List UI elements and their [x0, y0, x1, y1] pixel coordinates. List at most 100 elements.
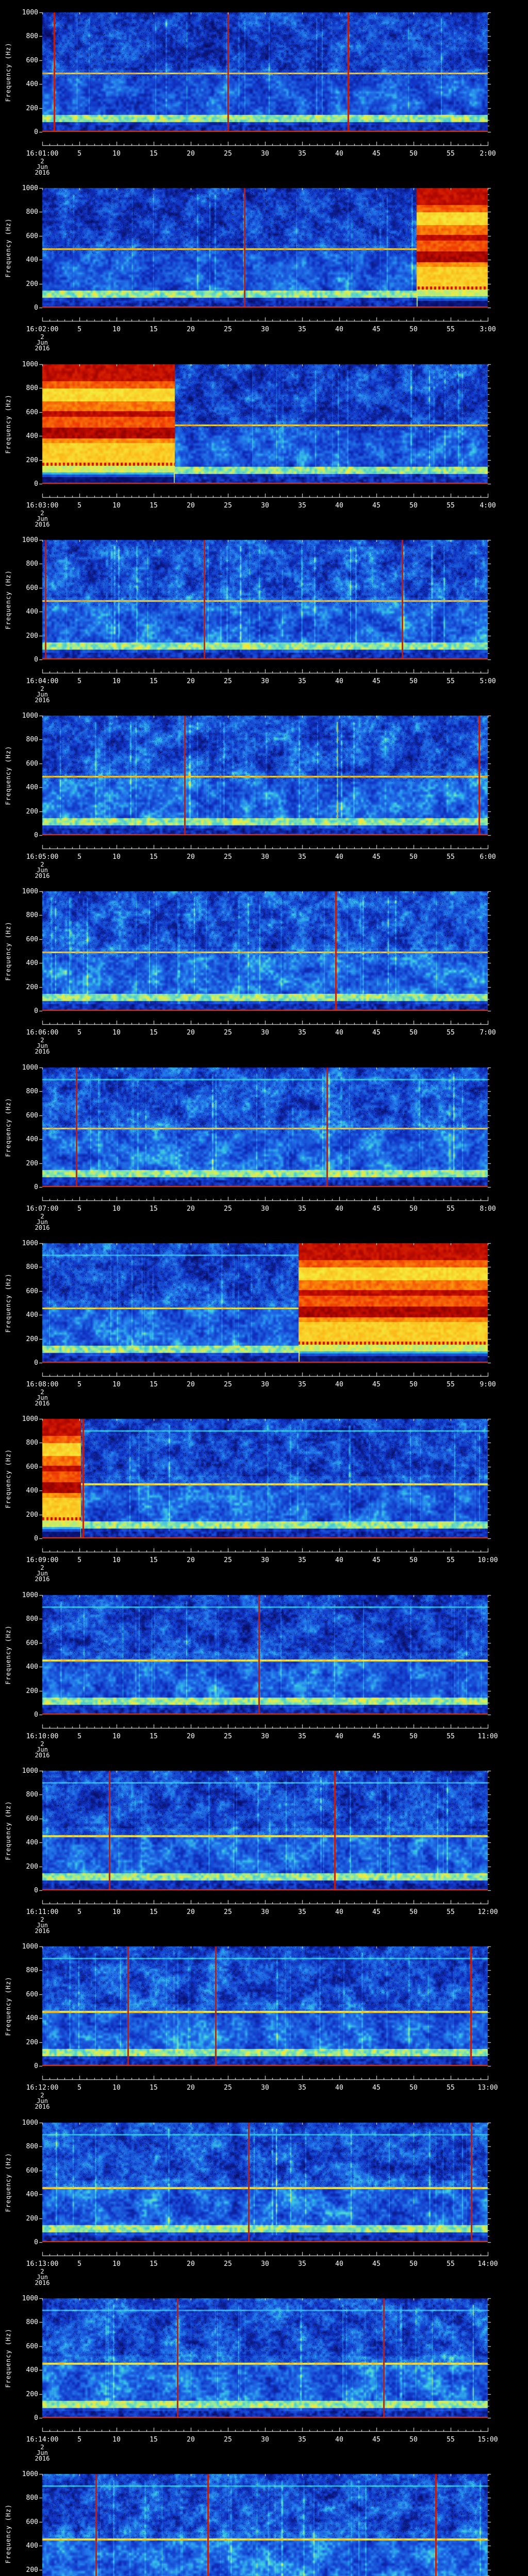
- y-tick-label: 1000: [22, 1767, 38, 1775]
- x-tick-label: 45: [372, 150, 381, 158]
- x-tick-label: 50: [409, 1029, 418, 1037]
- x-tick-label: 35: [298, 853, 306, 861]
- y-tick-label: 600: [26, 1990, 38, 1998]
- y-axis-title: Frequency (Hz): [5, 218, 12, 278]
- x-tick-label: 35: [298, 677, 306, 685]
- date-label-line: 2016: [35, 1048, 50, 1055]
- y-tick-label: 600: [26, 584, 38, 592]
- y-tick-label: 800: [26, 911, 38, 920]
- spectrogram-canvas: [0, 352, 528, 528]
- x-tick-label: 45: [372, 1381, 381, 1388]
- x-start-time-label: 16:09:00: [26, 1556, 59, 1564]
- x-tick-label: 25: [224, 853, 232, 861]
- y-tick-label: 200: [26, 1511, 38, 1519]
- x-tick-label: 20: [187, 853, 195, 861]
- x-start-time-label: 16:01:00: [26, 150, 59, 158]
- y-tick-label: 1000: [22, 361, 38, 368]
- x-tick-label: 50: [409, 2436, 418, 2444]
- y-tick-label: 1000: [22, 2470, 38, 2478]
- y-tick-label: 600: [26, 1463, 38, 1471]
- y-tick-label: 600: [26, 2518, 38, 2526]
- y-tick-label: 200: [26, 456, 38, 464]
- x-tick-label: 40: [335, 1733, 343, 1740]
- spectrogram-canvas: [0, 1583, 528, 1759]
- date-label-line: Jun: [37, 1218, 48, 1226]
- date-label-line: 2: [40, 1740, 44, 1748]
- date-label-line: 2: [40, 1388, 44, 1396]
- date-label-line: Jun: [37, 1394, 48, 1401]
- x-tick-label: 25: [224, 2084, 232, 2092]
- date-label-line: 2: [40, 158, 44, 165]
- date-label-line: 2016: [35, 2455, 50, 2462]
- x-tick-label: 25: [224, 2436, 232, 2444]
- x-start-time-label: 16:06:00: [26, 1029, 59, 1037]
- y-tick-label: 1000: [22, 1943, 38, 1951]
- y-tick-label: 400: [26, 1663, 38, 1671]
- x-tick-label: 20: [187, 1205, 195, 1213]
- x-end-time-label: 11:00: [477, 1733, 498, 1740]
- y-axis-title: Frequency (Hz): [5, 42, 12, 102]
- date-label-line: 2016: [35, 1575, 50, 1583]
- x-tick-label: 15: [150, 1733, 158, 1740]
- x-start-time-label: 16:07:00: [26, 1205, 59, 1213]
- x-tick-label: 10: [112, 1733, 121, 1740]
- x-tick-label: 55: [447, 150, 455, 158]
- y-tick-label: 600: [26, 1639, 38, 1647]
- x-tick-label: 5: [77, 1205, 81, 1213]
- date-label-line: 2016: [35, 1224, 50, 1231]
- x-tick-label: 50: [409, 2084, 418, 2092]
- y-tick-label: 1000: [22, 1064, 38, 1072]
- spectrogram-panel-12: Frequency (Hz) 0 200 400 600 800 1000 16:12:00…: [0, 1934, 528, 2110]
- y-tick-label: 400: [26, 608, 38, 616]
- x-end-time-label: 9:00: [480, 1381, 496, 1388]
- x-tick-label: 55: [447, 2436, 455, 2444]
- spectrogram-panel-10: Frequency (Hz) 0 200 400 600 800 1000 16:10:00…: [0, 1583, 528, 1759]
- x-end-time-label: 12:00: [477, 1908, 498, 1916]
- x-tick-label: 50: [409, 677, 418, 685]
- date-label-line: 2: [40, 861, 44, 868]
- y-tick-label: 200: [26, 1335, 38, 1343]
- x-tick-label: 5: [77, 1381, 81, 1388]
- y-tick-label: 1000: [22, 1415, 38, 1423]
- x-tick-label: 50: [409, 150, 418, 158]
- x-tick-label: 30: [261, 1029, 269, 1037]
- y-tick-label: 0: [34, 832, 38, 839]
- x-start-time-label: 16:11:00: [26, 1908, 59, 1916]
- date-label-line: Jun: [37, 1042, 48, 1049]
- y-axis-title: Frequency (Hz): [5, 394, 12, 454]
- x-tick-label: 5: [77, 1908, 81, 1916]
- date-label-line: Jun: [37, 339, 48, 346]
- x-tick-label: 10: [112, 2084, 121, 2092]
- y-tick-label: 600: [26, 232, 38, 240]
- x-tick-label: 40: [335, 677, 343, 685]
- x-tick-label: 55: [447, 1381, 455, 1388]
- x-start-time-label: 16:13:00: [26, 2260, 59, 2268]
- x-tick-label: 20: [187, 1908, 195, 1916]
- y-axis-title: Frequency (Hz): [5, 1273, 12, 1333]
- date-label-line: 2: [40, 1564, 44, 1571]
- x-start-time-label: 16:04:00: [26, 677, 59, 685]
- spectrogram-panel-1: Frequency (Hz) 0 200 400 600 800 1000 16:01:00…: [0, 0, 528, 176]
- spectrogram-panel-15: Frequency (Hz) 0200400600800100016:15:00…: [0, 2462, 528, 2576]
- date-label-line: 2016: [35, 697, 50, 704]
- y-tick-label: 0: [34, 1535, 38, 1543]
- x-tick-label: 45: [372, 2084, 381, 2092]
- date-label-line: 2: [40, 2092, 44, 2099]
- x-tick-label: 30: [261, 1381, 269, 1388]
- spectrogram-panel-8: Frequency (Hz) 0 200 400 600 800 1000 16:08:00…: [0, 1231, 528, 1407]
- spectrogram-canvas: [0, 2286, 528, 2462]
- x-tick-label: 25: [224, 1556, 232, 1564]
- date-label-line: 2016: [35, 169, 50, 176]
- y-tick-label: 0: [34, 656, 38, 664]
- x-tick-label: 55: [447, 1733, 455, 1740]
- x-tick-label: 40: [335, 2260, 343, 2268]
- y-tick-label: 0: [34, 2062, 38, 2070]
- x-tick-label: 10: [112, 502, 121, 510]
- x-tick-label: 55: [447, 1205, 455, 1213]
- x-tick-label: 40: [335, 326, 343, 333]
- x-tick-label: 30: [261, 2084, 269, 2092]
- y-tick-label: 600: [26, 408, 38, 416]
- x-tick-label: 50: [409, 1381, 418, 1388]
- x-start-time-label: 16:03:00: [26, 502, 59, 510]
